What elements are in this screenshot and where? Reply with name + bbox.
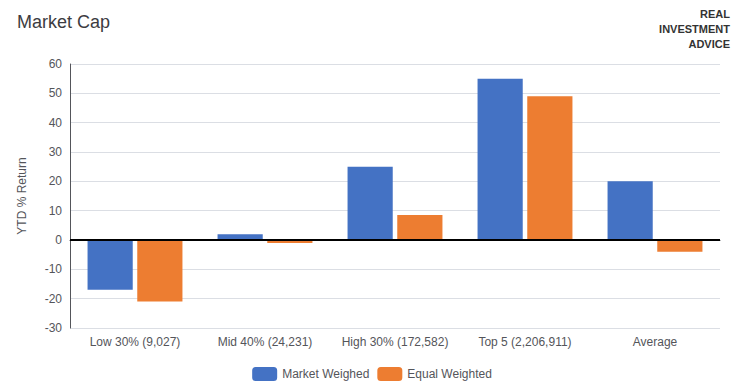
svg-text:ADVICE: ADVICE [688,38,730,50]
svg-text:REAL: REAL [700,8,730,20]
svg-text:20: 20 [49,174,63,188]
svg-text:50: 50 [49,86,63,100]
svg-text:-20: -20 [45,292,63,306]
svg-text:0: 0 [55,233,62,247]
svg-text:Equal Weighted: Equal Weighted [407,367,492,381]
svg-text:INVESTMENT: INVESTMENT [659,23,730,35]
svg-text:YTD % Return: YTD % Return [15,157,29,234]
svg-text:High 30% (172,582): High 30% (172,582) [342,335,449,349]
svg-text:-30: -30 [45,321,63,335]
svg-text:Low 30% (9,027): Low 30% (9,027) [90,335,181,349]
svg-text:Top 5 (2,206,911): Top 5 (2,206,911) [478,335,571,349]
svg-text:40: 40 [49,116,63,130]
svg-text:Average: Average [633,335,678,349]
svg-text:Market Weighed: Market Weighed [282,367,369,381]
svg-text:-10: -10 [45,262,63,276]
svg-text:10: 10 [49,204,63,218]
svg-text:60: 60 [49,57,63,71]
svg-text:Market Cap: Market Cap [17,12,110,32]
svg-text:30: 30 [49,145,63,159]
svg-text:Mid 40% (24,231): Mid 40% (24,231) [218,335,313,349]
